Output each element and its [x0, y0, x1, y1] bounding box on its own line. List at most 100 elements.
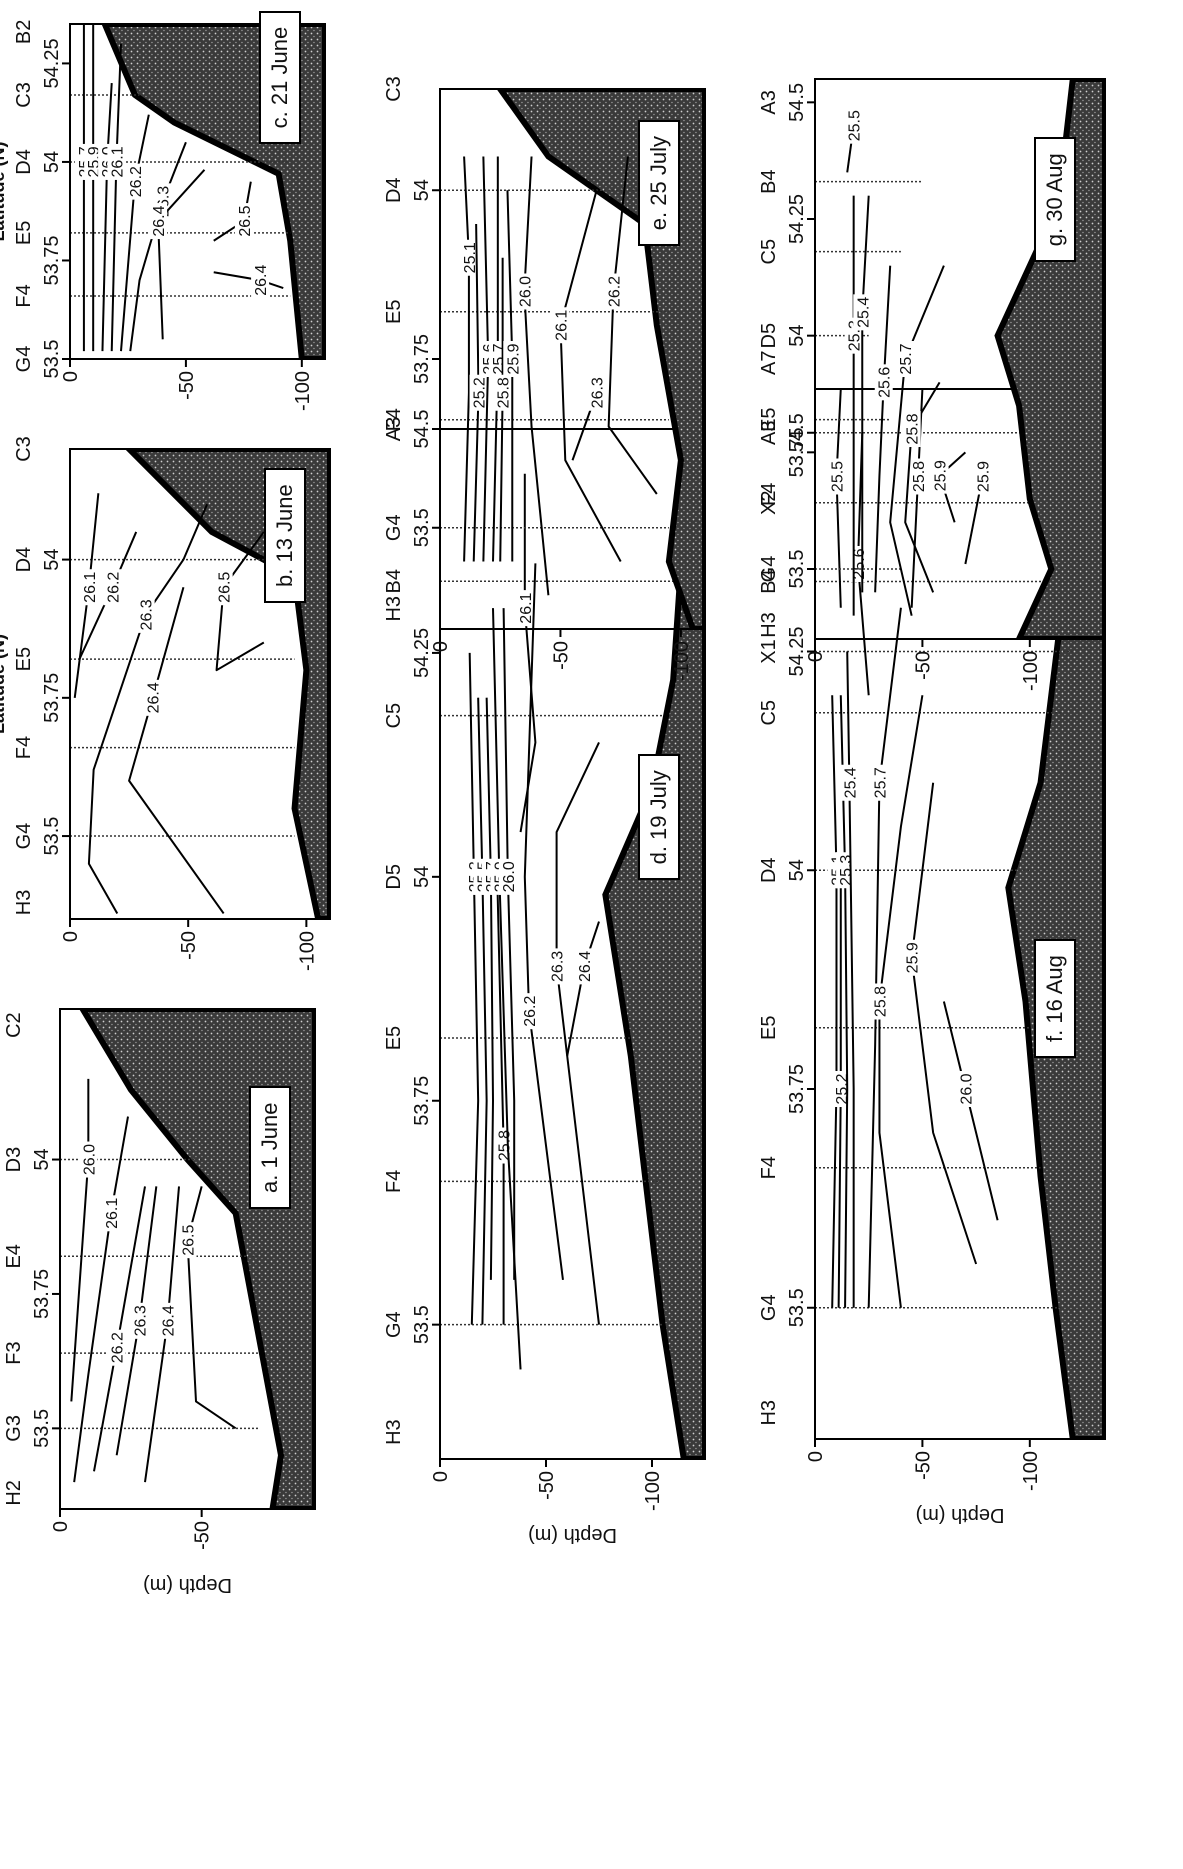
station-label: H2 — [3, 1480, 25, 1506]
isotherm-label: 26.0 — [501, 861, 518, 892]
station-label: D4 — [13, 547, 35, 573]
station-label: H3 — [758, 612, 780, 638]
isotherm-label-bg — [503, 341, 522, 377]
station-label: X1 — [758, 639, 780, 663]
station-label: X2 — [758, 491, 780, 515]
isotherm-label: 25.8 — [905, 413, 922, 444]
isotherm-label-bg — [158, 1302, 177, 1339]
station-label: G3 — [3, 1415, 25, 1442]
station-label: A3 — [383, 417, 405, 441]
isotherm-label: 26.4 — [151, 205, 168, 236]
isotherm-line — [87, 503, 209, 914]
isotherm-label: 26.4 — [146, 682, 163, 713]
lat-tick-label: 53.5 — [411, 1305, 433, 1344]
station-label: F4 — [758, 483, 780, 506]
station-label: D5 — [383, 864, 405, 890]
lat-axis-label: Latitude (N) — [0, 634, 8, 734]
isotherm-label-bg — [515, 273, 534, 310]
station-label: H3 — [383, 596, 405, 622]
isotherm-label: 25.6 — [851, 548, 868, 579]
isotherm-line — [186, 1186, 237, 1430]
contour-plot-f: 25.125.225.325.425.525.625.725.825.825.9… — [758, 351, 1106, 1526]
isotherm-label-bg — [459, 239, 478, 276]
panel-b: 26.1 26.2 26.3 26.4 26.5 53.5 53.75 54 H3 G4 F4 E5 D… — [0, 436, 331, 971]
isotherm-label: 25.8 — [911, 461, 928, 492]
isotherm-line — [468, 652, 480, 1325]
isotherm-line — [867, 607, 902, 1308]
contour-plot-a: 26.0 26.1 26.2 26.3 26.4 26.5 53.5 53.75 54 H2 G3 F… — [3, 1008, 316, 1596]
plot-frame — [69, 448, 331, 920]
station-label: D4 — [13, 149, 35, 175]
station-label: A7 — [758, 351, 780, 375]
isotherm-label: 25.8 — [872, 986, 889, 1017]
station-label: E5 — [13, 221, 35, 245]
isotherm-line — [463, 156, 470, 562]
depth-tick-label: -50 — [536, 1471, 558, 1500]
isotherm-label: 26.4 — [253, 265, 270, 296]
plot-frame — [439, 428, 706, 1460]
isotherm-label: 26.5 — [181, 1225, 198, 1256]
station-label: E5 — [758, 1016, 780, 1040]
lat-tick-label: 54.5 — [411, 410, 433, 449]
panel-title: g. 30 Aug — [1034, 137, 1077, 263]
station-label: A3 — [758, 90, 780, 114]
depth-tick-label: 0 — [50, 1521, 72, 1532]
station-label: B2 — [13, 20, 35, 44]
isotherm-label-bg — [251, 262, 270, 299]
isotherm-label-bg — [930, 457, 949, 494]
isotherm-label-bg — [149, 203, 168, 240]
panel-g: 25.3 25.4 25.5 25.6 25.7 25.8 25.9 53.5 53.75 54 5… — [758, 78, 1106, 691]
isotherm-label: 26.2 — [522, 996, 539, 1027]
isotherm-label: 26.2 — [106, 572, 123, 603]
isotherm-label-bg — [874, 364, 893, 401]
isotherm-line — [73, 1116, 129, 1483]
depth-axis-label: Depth (m) — [916, 1504, 1005, 1526]
isotherm-label: 26.0 — [517, 276, 534, 307]
station-label: F4 — [383, 408, 405, 431]
lat-tick-label: 54.5 — [786, 83, 808, 122]
station-label: B4 — [758, 569, 780, 593]
lat-tick-label: 54 — [41, 151, 63, 173]
isotherm-line — [889, 265, 945, 616]
station-label: F4 — [13, 284, 35, 307]
lat-tick-label: 54.5 — [786, 413, 808, 452]
isotherm-label: 25.7 — [898, 343, 915, 374]
lat-tick-label: 54 — [786, 859, 808, 881]
depth-tick-label: -100 — [671, 641, 693, 681]
station-label: C3 — [13, 82, 35, 108]
station-label: E5 — [758, 407, 780, 431]
lat-tick-label: 54.25 — [786, 626, 808, 676]
isotherm-label-bg — [515, 590, 534, 627]
isotherm-label-bg — [469, 374, 488, 411]
panel-c: 25.725.926.026.126.226.326.426.426.553.5… — [0, 10, 326, 411]
lat-tick-label: 53.5 — [41, 340, 63, 379]
depth-tick-label: -100 — [642, 1471, 664, 1511]
seabed-g — [994, 79, 1105, 639]
isotherm-label-bg — [604, 273, 623, 310]
isotherm-label: 26.3 — [132, 1305, 149, 1336]
contour-plot-d: 25.325.525.725.825.926.026.126.226.326.4… — [383, 410, 706, 1546]
panel-f: 25.125.225.325.425.525.625.725.825.825.9… — [758, 351, 1106, 1526]
isotherm-label-bg — [575, 948, 594, 985]
lat-tick-label: 54.25 — [411, 628, 433, 678]
station-label: C5 — [383, 703, 405, 729]
station-label: G4 — [383, 514, 405, 541]
isotherm-label-bg — [498, 858, 517, 895]
station-label: F4 — [758, 1156, 780, 1179]
isotherm-label: 25.9 — [976, 461, 993, 492]
station-label: H3 — [383, 1419, 405, 1445]
station-label: E5 — [13, 647, 35, 671]
isotherm-label-bg — [870, 983, 889, 1020]
isotherm-label-bg — [827, 458, 846, 495]
lat-tick-label: 53.75 — [41, 235, 63, 285]
panel-a: 26.0 26.1 26.2 26.3 26.4 26.5 53.5 53.75 54 H2 G3 F… — [3, 1008, 316, 1596]
isotherm-label-bg — [870, 764, 889, 801]
lat-axis-label: Latitude (N) — [0, 142, 8, 242]
isotherm-label: 26.2 — [128, 166, 145, 197]
depth-tick-label: -50 — [550, 641, 572, 670]
isotherm-label: 26.0 — [958, 1073, 975, 1104]
depth-tick-label: 0 — [60, 371, 82, 382]
isotherm-label: 26.1 — [518, 592, 535, 623]
isotherm-line — [910, 782, 978, 1265]
